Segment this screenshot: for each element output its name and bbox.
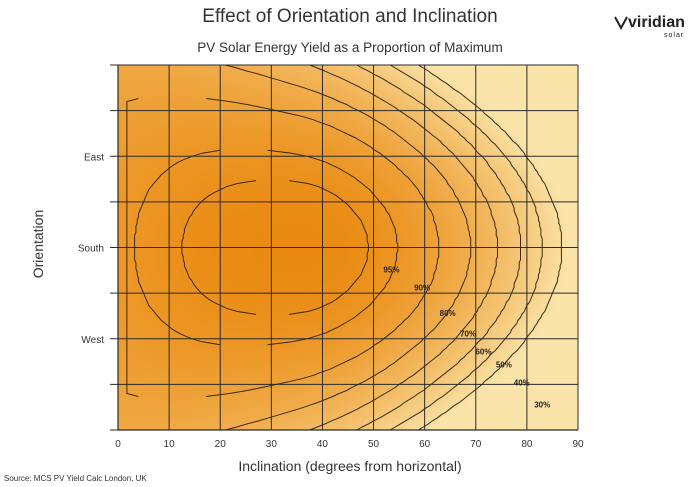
- logo-sub: solar: [664, 32, 685, 39]
- x-tick-label: 70: [470, 439, 482, 450]
- grid-lines: [110, 64, 579, 431]
- x-tick-label: 60: [419, 439, 431, 450]
- x-tick-label: 90: [572, 439, 584, 450]
- contour-label: 90%: [414, 284, 430, 293]
- x-axis-label: Inclination (degrees from horizontal): [238, 458, 462, 474]
- contour-label: 50%: [496, 360, 512, 369]
- contour-label: 60%: [475, 348, 491, 357]
- contour-label: 40%: [514, 379, 530, 388]
- logo-mark-icon: [614, 16, 628, 30]
- x-tick-label: 50: [368, 439, 380, 450]
- x-tick-label: 10: [164, 439, 176, 450]
- logo-word: viridian: [628, 14, 685, 31]
- x-tick-label: 80: [521, 439, 533, 450]
- x-tick-label: 30: [266, 439, 278, 450]
- contour-label: 80%: [440, 309, 456, 318]
- y-tick-label: South: [78, 244, 104, 255]
- contour-label: 70%: [460, 329, 476, 338]
- chart-title: Effect of Orientation and Inclination: [202, 6, 498, 27]
- y-tick-label: West: [81, 335, 104, 346]
- y-axis-label: Orientation: [30, 209, 46, 279]
- y-tick-label: East: [84, 152, 104, 163]
- axis-ticks: 0 10 20 30 40 50 60 70 80 90 East South West: [78, 152, 584, 450]
- x-tick-label: 20: [215, 439, 227, 450]
- contour-label: 95%: [383, 265, 399, 274]
- contour-label: 30%: [534, 400, 550, 409]
- chart-subtitle: PV Solar Energy Yield as a Proportion of…: [197, 40, 503, 55]
- viridian-solar-logo: viridian solar: [612, 8, 694, 48]
- source-note: Source: MCS PV Yield Calc London, UK: [4, 474, 147, 483]
- x-tick-label: 0: [115, 439, 121, 450]
- contour-labels: 95% 90% 80% 70% 60% 50% 40% 30%: [383, 265, 550, 409]
- x-tick-label: 40: [317, 439, 329, 450]
